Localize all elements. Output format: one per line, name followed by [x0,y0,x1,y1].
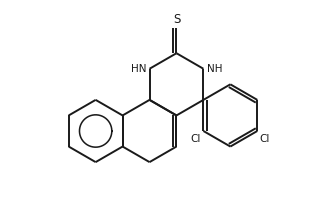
Text: Cl: Cl [191,134,201,144]
Text: Cl: Cl [259,134,269,144]
Text: S: S [173,13,180,26]
Text: HN: HN [131,64,146,74]
Text: NH: NH [207,64,222,74]
